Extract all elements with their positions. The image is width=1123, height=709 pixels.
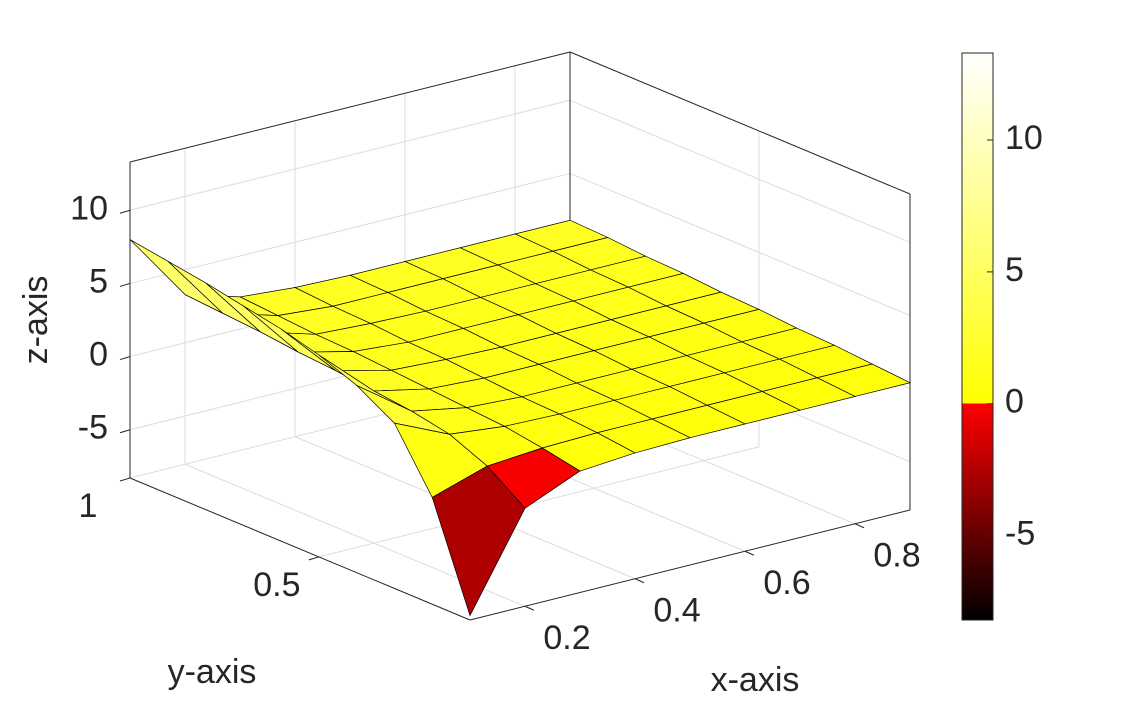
- y-tick-label: 0.5: [253, 566, 300, 604]
- surface-face: [129, 239, 224, 314]
- z-tick-label: -5: [78, 409, 108, 447]
- axis-line: [569, 51, 911, 195]
- colorbar: [961, 52, 994, 621]
- axis-line: [129, 51, 571, 163]
- z-tick-label: 10: [70, 189, 108, 227]
- y-axis-label: y-axis: [168, 653, 257, 691]
- colorbar-tick-label: 5: [1005, 251, 1024, 289]
- z-axis-label: z-axis: [17, 276, 55, 365]
- grid-line: [129, 99, 571, 211]
- axis-line: [469, 509, 911, 621]
- y-tick-label: 1: [79, 487, 98, 525]
- z-tick-label: 0: [89, 336, 108, 374]
- z-tick: [119, 282, 131, 287]
- axis-line: [129, 477, 471, 621]
- x-tick-label: 0.2: [543, 619, 590, 657]
- y-tick: [119, 477, 131, 482]
- colorbar-tick-label: 0: [1005, 383, 1024, 421]
- grid-line: [569, 99, 911, 243]
- x-tick: [744, 550, 755, 556]
- x-tick: [524, 605, 535, 611]
- colorbar-tick-label: -5: [1005, 515, 1035, 553]
- x-axis-label: x-axis: [711, 661, 800, 699]
- x-tick-label: 0.6: [763, 564, 810, 602]
- grid-line: [129, 172, 571, 284]
- z-tick-label: 5: [89, 262, 108, 300]
- surface-face: [431, 465, 526, 617]
- z-tick: [119, 209, 131, 214]
- x-tick: [634, 578, 645, 584]
- colorbar-tick-label: 10: [1005, 119, 1043, 157]
- grid-line: [569, 172, 911, 316]
- grid-line: [318, 446, 760, 558]
- x-tick-label: 0.4: [653, 592, 700, 630]
- y-tick: [308, 556, 320, 561]
- z-tick: [119, 429, 131, 434]
- x-tick-label: 0.8: [873, 537, 920, 575]
- x-tick: [854, 523, 865, 529]
- z-tick: [119, 356, 131, 361]
